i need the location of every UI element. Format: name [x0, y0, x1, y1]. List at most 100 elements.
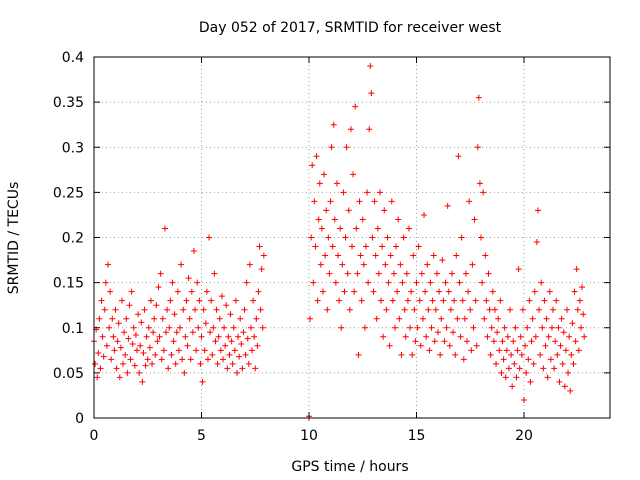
- data-point: [509, 383, 516, 390]
- data-point: [395, 216, 402, 223]
- data-point: [200, 306, 207, 313]
- data-point: [453, 252, 460, 259]
- data-point: [532, 333, 539, 340]
- data-point: [168, 351, 175, 358]
- data-point: [517, 333, 524, 340]
- x-tick-label: 20: [515, 428, 533, 444]
- data-point: [502, 374, 509, 381]
- data-point: [322, 252, 329, 259]
- data-point: [256, 243, 263, 250]
- data-point: [163, 329, 170, 336]
- data-point: [503, 347, 510, 354]
- y-tick-label: 0.4: [62, 50, 84, 66]
- data-point: [416, 297, 423, 304]
- data-point: [552, 338, 559, 345]
- data-point: [356, 198, 363, 205]
- data-point: [161, 225, 168, 232]
- data-point: [464, 338, 471, 345]
- data-point: [182, 333, 189, 340]
- data-point: [511, 360, 518, 367]
- data-point: [384, 234, 391, 241]
- data-point: [192, 306, 199, 313]
- data-point: [345, 207, 352, 214]
- data-point: [361, 324, 368, 331]
- data-point: [501, 324, 508, 331]
- data-point: [399, 279, 406, 286]
- data-point: [429, 297, 436, 304]
- data-point: [383, 306, 390, 313]
- data-point: [540, 365, 547, 372]
- data-point: [108, 356, 115, 363]
- data-point: [396, 315, 403, 322]
- data-point: [358, 297, 365, 304]
- data-point: [341, 288, 348, 295]
- data-point: [551, 365, 558, 372]
- data-point: [151, 315, 158, 322]
- data-point: [402, 333, 409, 340]
- data-point: [428, 324, 435, 331]
- data-point: [210, 324, 217, 331]
- data-points-layer: [91, 63, 588, 421]
- data-point: [98, 297, 105, 304]
- data-point: [352, 103, 359, 110]
- data-point: [446, 342, 453, 349]
- data-point: [120, 360, 127, 367]
- data-point: [404, 297, 411, 304]
- data-point: [188, 288, 195, 295]
- data-point: [246, 261, 253, 268]
- data-point: [498, 369, 505, 376]
- data-point: [308, 234, 315, 241]
- data-point: [241, 306, 248, 313]
- data-point: [373, 315, 380, 322]
- data-point: [374, 225, 381, 232]
- chart-title: Day 052 of 2017, SRMTID for receiver wes…: [199, 20, 502, 36]
- data-point: [548, 324, 555, 331]
- data-point: [337, 225, 344, 232]
- y-tick-label: 0.05: [53, 366, 84, 382]
- data-point: [327, 198, 334, 205]
- data-point: [333, 180, 340, 187]
- data-point: [185, 275, 192, 282]
- data-point: [459, 297, 466, 304]
- data-point: [126, 302, 133, 309]
- data-point: [255, 288, 262, 295]
- data-point: [514, 347, 521, 354]
- data-point: [340, 189, 347, 196]
- data-point: [350, 171, 357, 178]
- data-point: [353, 225, 360, 232]
- data-point: [368, 90, 375, 97]
- data-point: [156, 333, 163, 340]
- data-point: [328, 144, 335, 151]
- data-point: [169, 279, 176, 286]
- data-point: [536, 306, 543, 313]
- data-point: [260, 252, 267, 259]
- data-point: [376, 189, 383, 196]
- data-point: [566, 333, 573, 340]
- data-point: [252, 365, 259, 372]
- data-point: [209, 351, 216, 358]
- data-point: [564, 306, 570, 313]
- data-point: [561, 383, 568, 390]
- data-point: [229, 360, 236, 367]
- data-point: [401, 306, 408, 313]
- data-point: [364, 189, 371, 196]
- data-point: [206, 234, 213, 241]
- data-point: [118, 297, 125, 304]
- data-point: [214, 360, 221, 367]
- data-point: [516, 365, 523, 372]
- data-point: [204, 356, 211, 363]
- data-point: [454, 315, 461, 322]
- data-point: [525, 356, 532, 363]
- data-point: [440, 297, 447, 304]
- data-point: [467, 306, 474, 313]
- data-point: [522, 342, 529, 349]
- y-tick-label: 0.3: [62, 140, 84, 156]
- data-point: [485, 270, 492, 277]
- data-point: [154, 338, 161, 345]
- data-point: [500, 356, 507, 363]
- data-point: [95, 350, 102, 357]
- data-point: [418, 270, 425, 277]
- data-point: [243, 279, 250, 286]
- data-point: [544, 374, 551, 381]
